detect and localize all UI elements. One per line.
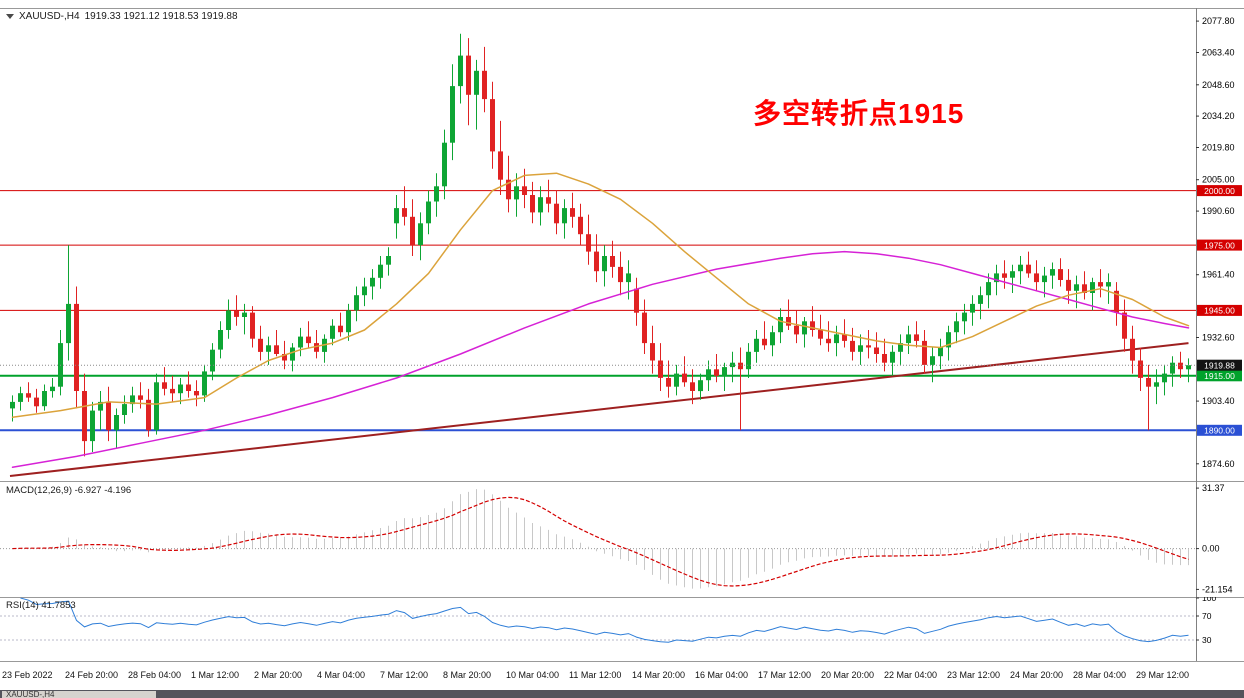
rsi-indicator-label: RSI(14) 41.7853 (6, 600, 76, 611)
time-tick-label: 17 Mar 12:00 (758, 670, 812, 680)
rsi-axis-label: 30 (1202, 635, 1212, 645)
symbol-label: XAUUSD-,H4 (19, 11, 80, 22)
time-tick-label: 29 Mar 12:00 (1136, 670, 1190, 680)
svg-text:1919.88: 1919.88 (1204, 360, 1235, 370)
price-axis-label: 2034.20 (1202, 111, 1235, 121)
time-tick-label: 28 Feb 04:00 (128, 670, 182, 680)
rsi-axis-label: 100 (1202, 597, 1216, 603)
price-axis-label: 1903.40 (1202, 396, 1235, 406)
rsi-panel[interactable]: 100 70 30 (0, 597, 1244, 661)
macd-signal-line (12, 496, 1189, 587)
svg-text:1975.00: 1975.00 (1204, 240, 1235, 250)
time-tick-label: 11 Mar 12:00 (569, 670, 622, 680)
svg-text:1945.00: 1945.00 (1204, 306, 1235, 316)
svg-text:2000.00: 2000.00 (1204, 186, 1235, 196)
time-tick-label: 28 Mar 04:00 (1073, 670, 1127, 680)
price-badge-1945.00 (1197, 304, 1242, 316)
price-axis-label: 2077.80 (1202, 16, 1235, 26)
ma-fast-line (11, 172, 1190, 418)
current-price-badge (1197, 359, 1242, 371)
main-price-chart[interactable]: 2077.80 2063.40 2048.60 2034.20 2019.80 2005.… (0, 8, 1244, 481)
time-tick-label: 7 Mar 12:00 (380, 670, 429, 680)
time-tick-label: 23 Mar 12:00 (947, 670, 1001, 680)
price-axis-label: 2019.80 (1202, 143, 1235, 153)
price-axis-label: 2048.60 (1202, 80, 1235, 90)
time-tick-label: 4 Mar 04:00 (317, 670, 366, 680)
symbol-ohlc-bar: XAUUSD-,H4 1919.33 1921.12 1918.53 1919.… (6, 11, 238, 22)
time-tick-label: 1 Mar 12:00 (191, 670, 240, 680)
time-tick-label: 16 Mar 04:00 (695, 670, 749, 680)
time-tick-label: 8 Mar 20:00 (443, 670, 492, 680)
price-axis-label: 2063.40 (1202, 48, 1235, 58)
ma-slow-line (11, 250, 1190, 469)
macd-histogram (20, 489, 1189, 589)
macd-indicator-label: MACD(12,26,9) -6.927 -4.196 (6, 485, 132, 496)
macd-axis-label: 0.00 (1202, 544, 1220, 554)
rsi-axis-label: 70 (1202, 611, 1212, 621)
price-axis-label: 2005.00 (1202, 175, 1235, 185)
price-badge-2000.00 (1197, 185, 1242, 197)
time-tick-label: 23 Feb 2022 (2, 670, 53, 680)
rsi-line (20, 597, 1189, 643)
symbol-dropdown-icon[interactable] (6, 14, 14, 19)
price-badge-1890.00 (1197, 424, 1242, 436)
time-tick-label: 2 Mar 20:00 (254, 670, 303, 680)
price-axis-label: 1990.60 (1202, 206, 1235, 216)
annotation-text: 多空转折点1915 (753, 98, 965, 129)
chart-tab[interactable]: XAUUSD-,H4 (2, 691, 156, 698)
macd-panel[interactable]: 31.37 0.00 -21.154 (0, 481, 1244, 597)
price-axis-label: 1874.60 (1202, 459, 1235, 469)
macd-axis-label: -21.154 (1202, 584, 1233, 594)
price-badge-1915.00 (1197, 370, 1242, 382)
price-badge-1975.00 (1197, 239, 1242, 251)
time-tick-label: 20 Mar 20:00 (821, 670, 875, 680)
time-tick-label: 14 Mar 20:00 (632, 670, 686, 680)
time-tick-label: 22 Mar 04:00 (884, 670, 938, 680)
candlestick-series (10, 33, 1191, 457)
status-bar: XAUUSD-,H4 (0, 690, 1244, 698)
svg-text:1915.00: 1915.00 (1204, 371, 1235, 381)
time-tick-label: 10 Mar 04:00 (506, 670, 560, 680)
time-axis[interactable]: 23 Feb 2022 24 Feb 20:00 28 Feb 04:00 1 Mar… (0, 661, 1244, 691)
price-axis-label: 1932.60 (1202, 333, 1235, 343)
macd-axis-label: 31.37 (1202, 483, 1225, 493)
price-axis-label: 1961.40 (1202, 270, 1235, 280)
trend-line[interactable] (9, 342, 1189, 477)
svg-text:1890.00: 1890.00 (1204, 426, 1235, 436)
time-tick-label: 24 Mar 20:00 (1010, 670, 1064, 680)
ohlc-values: 1919.33 1921.12 1918.53 1919.88 (84, 11, 238, 22)
time-tick-label: 24 Feb 20:00 (65, 670, 119, 680)
